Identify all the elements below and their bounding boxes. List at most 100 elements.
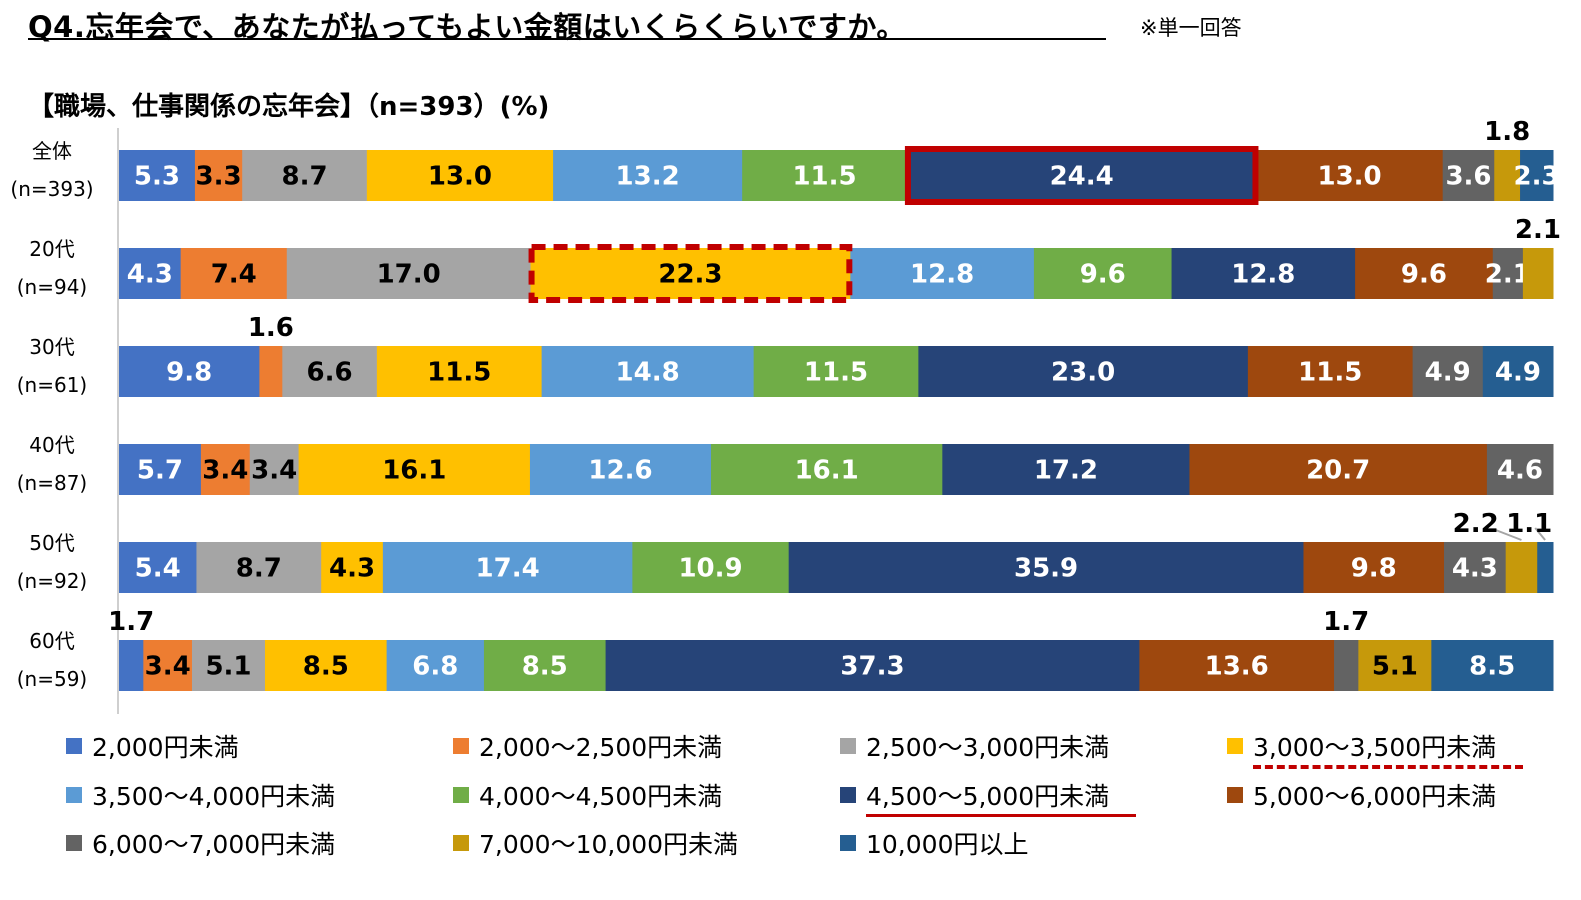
bar-segment bbox=[249, 444, 300, 495]
category-n-label: (n=393) bbox=[10, 177, 93, 201]
bar-segment bbox=[1522, 248, 1554, 299]
category-label: 30代 bbox=[29, 335, 74, 359]
data-label: 8.5 bbox=[303, 652, 349, 682]
data-label: 3.3 bbox=[196, 162, 242, 192]
bar-segment bbox=[194, 150, 243, 201]
data-label: 4.3 bbox=[329, 554, 375, 584]
bar-segment bbox=[119, 640, 144, 691]
bar-segment bbox=[1412, 346, 1484, 397]
data-label: 4.9 bbox=[1425, 358, 1471, 388]
bar-segment bbox=[143, 640, 193, 691]
data-label: 8.5 bbox=[522, 652, 568, 682]
category-n-label: (n=61) bbox=[17, 373, 88, 397]
bar-segment bbox=[1537, 542, 1554, 593]
bar-segment bbox=[1334, 640, 1359, 691]
leader-line bbox=[1495, 529, 1522, 541]
bar-segment bbox=[282, 346, 378, 397]
bar-segment bbox=[1247, 346, 1414, 397]
data-label: 17.2 bbox=[1034, 456, 1098, 486]
data-label: 5.1 bbox=[205, 652, 251, 682]
bar-segment bbox=[605, 640, 1140, 691]
bar-segment bbox=[259, 346, 283, 397]
data-label: 23.0 bbox=[1051, 358, 1115, 388]
data-label: 13.0 bbox=[428, 162, 492, 192]
data-label: 8.7 bbox=[236, 554, 282, 584]
outside-data-label: 1.7 bbox=[1323, 607, 1369, 637]
bar-segment bbox=[1139, 640, 1335, 691]
bar-segment bbox=[180, 248, 288, 299]
bar-segment bbox=[1033, 248, 1173, 299]
bar-segment bbox=[1505, 542, 1538, 593]
data-label: 2.3 bbox=[1513, 162, 1559, 192]
bar-segment bbox=[942, 444, 1190, 495]
category-n-label: (n=87) bbox=[17, 471, 88, 495]
bar-segment bbox=[1492, 248, 1524, 299]
title-underline bbox=[28, 38, 1106, 40]
bar-segment bbox=[1189, 444, 1488, 495]
data-label: 12.8 bbox=[1231, 260, 1295, 290]
data-label: 3.4 bbox=[202, 456, 248, 486]
bar-segment bbox=[632, 542, 790, 593]
outside-data-label: 1.8 bbox=[1484, 117, 1530, 147]
category-label: 60代 bbox=[29, 629, 74, 653]
category-n-label: (n=59) bbox=[17, 667, 88, 691]
bar-segment bbox=[242, 150, 368, 201]
data-label: 16.1 bbox=[795, 456, 859, 486]
bar-segment bbox=[553, 150, 743, 201]
data-label: 9.6 bbox=[1401, 260, 1447, 290]
data-label: 4.3 bbox=[127, 260, 173, 290]
bar-segment bbox=[1171, 248, 1356, 299]
data-label: 17.4 bbox=[476, 554, 540, 584]
data-label: 4.6 bbox=[1497, 456, 1543, 486]
data-label: 4.3 bbox=[1452, 554, 1498, 584]
bar-segment bbox=[788, 542, 1304, 593]
bar-segment bbox=[1494, 150, 1521, 201]
bar-segment bbox=[530, 248, 851, 299]
data-label: 7.4 bbox=[211, 260, 257, 290]
data-label: 20.7 bbox=[1306, 456, 1370, 486]
chart-subtitle: 【職場、仕事関係の忘年会】（n=393）(%) bbox=[28, 92, 550, 122]
bar-segment bbox=[1256, 150, 1444, 201]
data-label: 11.5 bbox=[804, 358, 868, 388]
data-label: 24.4 bbox=[1050, 162, 1114, 192]
data-label: 5.3 bbox=[134, 162, 180, 192]
data-label: 13.0 bbox=[1317, 162, 1381, 192]
data-label: 4.9 bbox=[1495, 358, 1541, 388]
bar-segment bbox=[529, 444, 712, 495]
data-label: 11.5 bbox=[1298, 358, 1362, 388]
bar-segment bbox=[1358, 640, 1432, 691]
bar-segment bbox=[119, 248, 182, 299]
bar-segment bbox=[382, 542, 633, 593]
bar-segment bbox=[1303, 542, 1445, 593]
outside-data-label: 1.6 bbox=[248, 313, 294, 343]
bar-segment bbox=[386, 640, 485, 691]
answer-type-note: ※単一回答 bbox=[1140, 16, 1242, 40]
data-label: 3.4 bbox=[251, 456, 297, 486]
bar-segment bbox=[1355, 248, 1494, 299]
data-label: 16.1 bbox=[382, 456, 446, 486]
bar-segment bbox=[286, 248, 532, 299]
bar-segment bbox=[366, 150, 554, 201]
category-label: 40代 bbox=[29, 433, 74, 457]
bar-segment bbox=[1520, 150, 1554, 201]
category-n-label: (n=92) bbox=[17, 569, 88, 593]
data-label: 37.3 bbox=[840, 652, 904, 682]
bar-segment bbox=[119, 542, 197, 593]
category-label: 50代 bbox=[29, 531, 74, 555]
data-label: 9.8 bbox=[1351, 554, 1397, 584]
bar-segment bbox=[1442, 150, 1495, 201]
bar-segment bbox=[196, 542, 322, 593]
bar-segment bbox=[200, 444, 251, 495]
data-label: 3.6 bbox=[1445, 162, 1491, 192]
bar-segment bbox=[321, 542, 384, 593]
bar-segment bbox=[1482, 346, 1554, 397]
data-label: 9.6 bbox=[1080, 260, 1126, 290]
data-label: 5.4 bbox=[135, 554, 181, 584]
bar-segment bbox=[1431, 640, 1554, 691]
bar-segment bbox=[710, 444, 943, 495]
data-label: 8.5 bbox=[1469, 652, 1515, 682]
data-label: 12.8 bbox=[910, 260, 974, 290]
bar-segment bbox=[918, 346, 1249, 397]
highlight-box bbox=[528, 244, 853, 303]
